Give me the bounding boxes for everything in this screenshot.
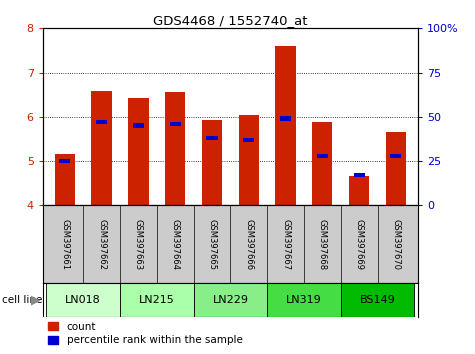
Bar [202, 120, 222, 205]
Legend: count, percentile rank within the sample: count, percentile rank within the sample [48, 322, 243, 345]
Bar [120, 283, 194, 317]
Bar [47, 283, 120, 317]
Text: GSM397663: GSM397663 [134, 219, 143, 270]
Text: LN319: LN319 [286, 295, 322, 305]
Text: GSM397667: GSM397667 [281, 219, 290, 270]
Title: GDS4468 / 1552740_at: GDS4468 / 1552740_at [153, 14, 308, 27]
Bar [133, 124, 144, 128]
Bar [317, 154, 328, 158]
Text: GSM397665: GSM397665 [208, 219, 217, 270]
Text: GSM397662: GSM397662 [97, 219, 106, 270]
Bar [276, 46, 295, 205]
Bar [55, 154, 75, 205]
Bar [170, 122, 181, 126]
Bar [59, 159, 70, 163]
Text: GSM397669: GSM397669 [355, 219, 364, 270]
Bar [353, 173, 365, 177]
Text: GSM397668: GSM397668 [318, 219, 327, 270]
Bar [386, 132, 406, 205]
Bar [207, 136, 218, 140]
Text: GSM397661: GSM397661 [60, 219, 69, 270]
Text: ▶: ▶ [31, 293, 41, 307]
Bar [165, 92, 185, 205]
Text: LN229: LN229 [212, 295, 248, 305]
Bar [238, 115, 259, 205]
Bar [390, 154, 401, 158]
Text: GSM397664: GSM397664 [171, 219, 180, 270]
Bar [128, 98, 149, 205]
Bar [312, 122, 332, 205]
Text: cell line: cell line [2, 295, 43, 305]
Bar [96, 120, 107, 124]
Text: GSM397666: GSM397666 [244, 219, 253, 270]
Bar [267, 283, 341, 317]
Bar [280, 116, 291, 121]
Bar [92, 91, 112, 205]
Text: LN018: LN018 [66, 295, 101, 305]
Bar [349, 176, 369, 205]
Bar [341, 283, 414, 317]
Text: LN215: LN215 [139, 295, 175, 305]
Bar [194, 283, 267, 317]
Text: GSM397670: GSM397670 [391, 219, 400, 270]
Text: BS149: BS149 [360, 295, 395, 305]
Bar [243, 138, 254, 142]
